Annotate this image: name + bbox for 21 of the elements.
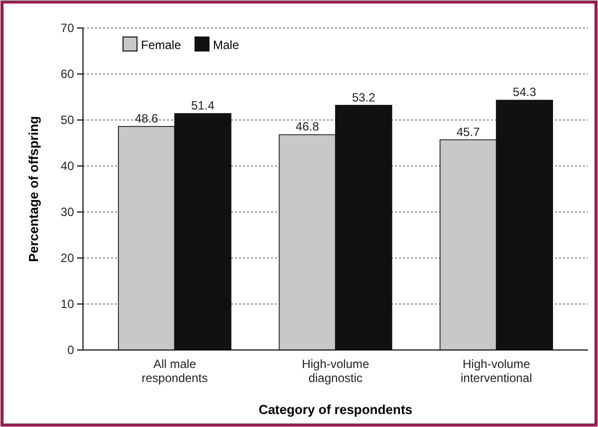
data-label: 48.6 [134,111,159,126]
y-tick-label: 50 [60,112,74,127]
legend-label: Female [141,38,182,52]
data-label: 54.3 [512,85,536,100]
y-tick-label: 0 [67,342,74,357]
data-label: 46.8 [296,120,320,134]
y-tick-label: 20 [60,250,74,265]
y-tick-label: 40 [60,158,74,173]
x-tick-label: High-volume interventional [460,357,532,385]
y-axis-title: Percentage of offspring [26,116,41,262]
x-tick-label: All male respondents [142,357,208,385]
x-axis-title: Category of respondents [258,402,412,417]
data-label: 45.7 [456,124,480,139]
y-tick-label: 70 [60,20,74,35]
y-tick-label: 10 [60,296,74,311]
y-tick-label: 60 [60,66,74,81]
y-tick-label: 30 [60,204,74,219]
x-tick-label: High-volume diagnostic [302,357,370,385]
data-label: 53.2 [352,90,376,104]
data-label: 51.4 [191,98,215,113]
legend-label: Male [213,38,240,52]
